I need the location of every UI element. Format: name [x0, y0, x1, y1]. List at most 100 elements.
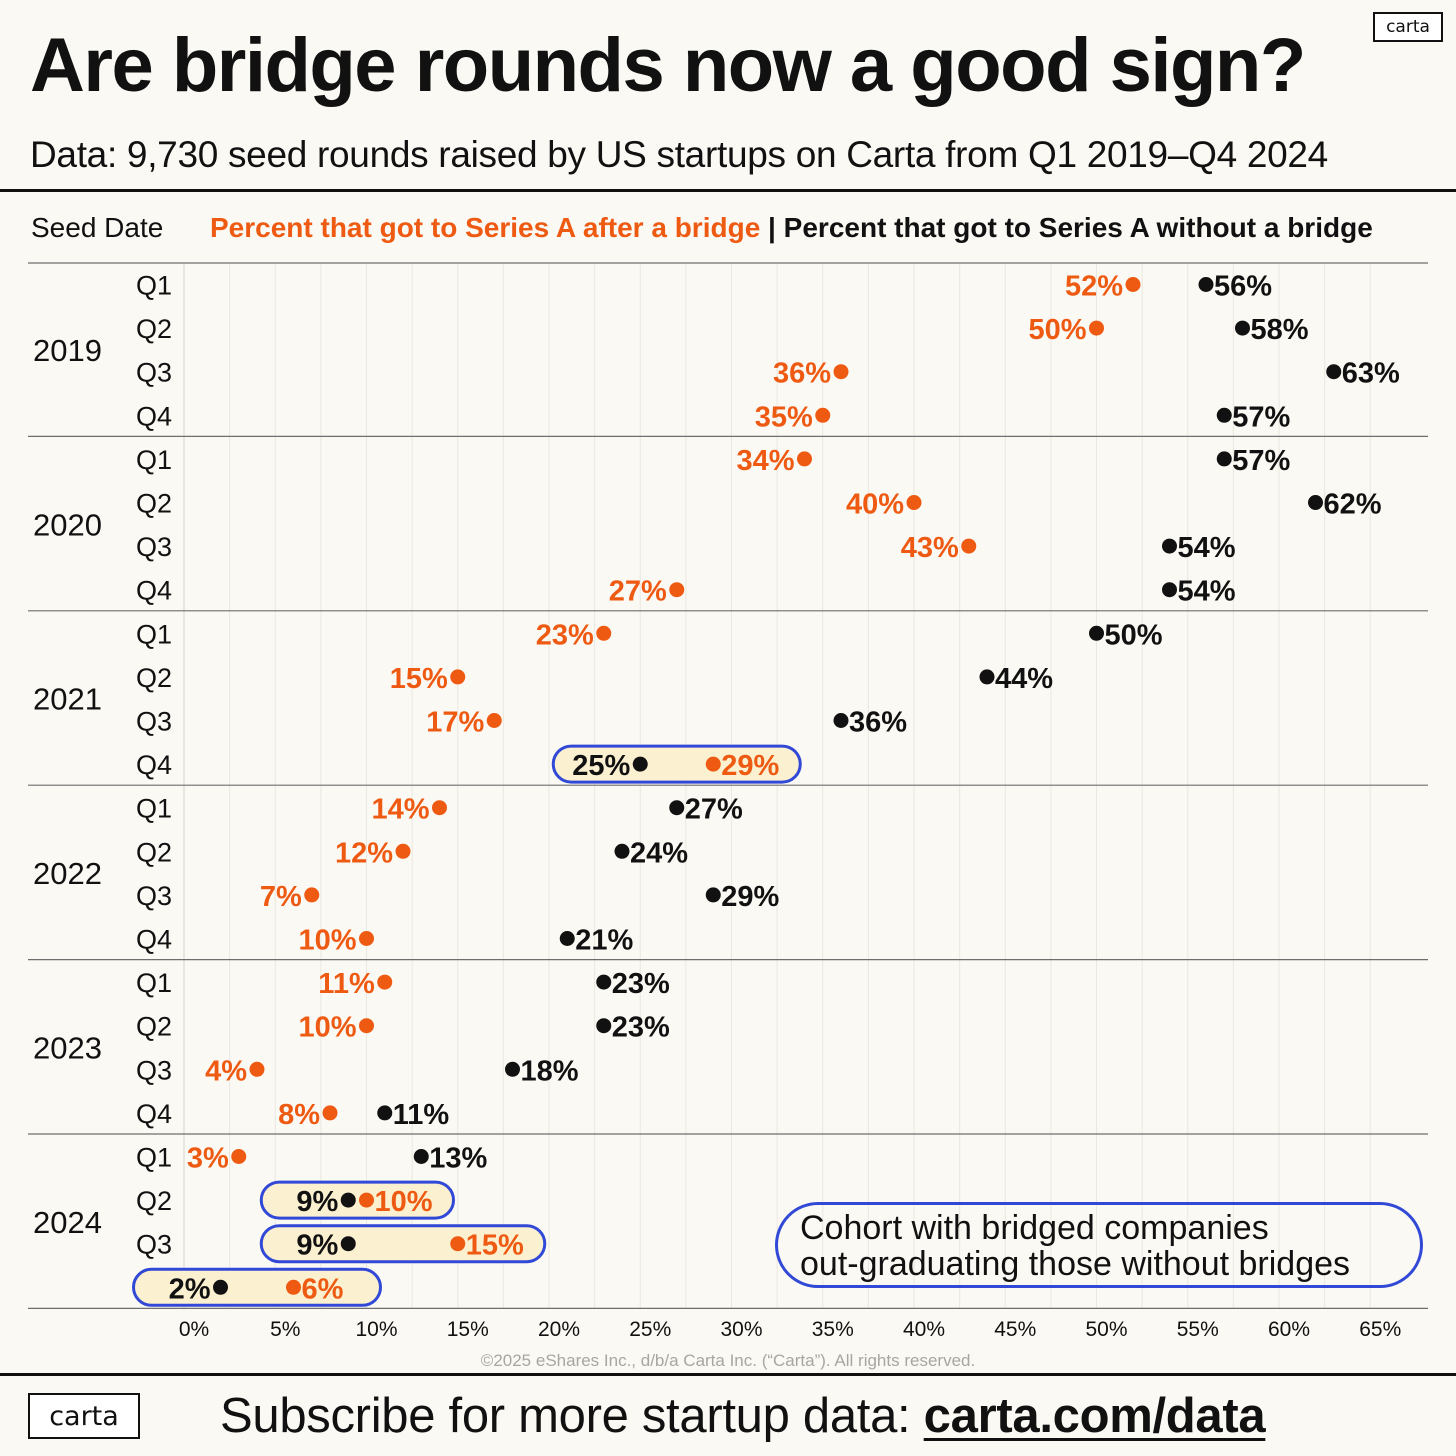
bridge-value-label: 12%	[335, 837, 393, 869]
bridge-point	[669, 582, 685, 598]
no-bridge-point	[1235, 320, 1250, 336]
bridge-point	[961, 538, 977, 554]
bridge-value-label: 27%	[609, 576, 667, 608]
x-tick-label: 5%	[270, 1318, 300, 1341]
bridge-value-label: 8%	[278, 1099, 320, 1131]
footer-divider	[0, 1373, 1456, 1376]
x-tick-label: 50%	[1085, 1318, 1127, 1341]
no-bridge-value-label: 54%	[1178, 532, 1236, 564]
bridge-point	[432, 800, 447, 816]
no-bridge-value-label: 58%	[1251, 314, 1309, 346]
no-bridge-value-label: 23%	[612, 968, 670, 1000]
no-bridge-value-label: 54%	[1178, 576, 1236, 608]
bridge-point	[833, 364, 849, 380]
no-bridge-value-label: 50%	[1105, 619, 1163, 651]
x-tick-label: 15%	[447, 1318, 489, 1341]
no-bridge-point	[1326, 364, 1342, 380]
no-bridge-point	[559, 931, 575, 946]
bridge-value-label: 50%	[1028, 314, 1086, 346]
quarter-label: Q4	[136, 576, 172, 606]
bridge-value-label: 14%	[371, 794, 429, 826]
bridge-value-label: 34%	[736, 445, 794, 477]
year-label: 2020	[33, 507, 102, 542]
no-bridge-point	[505, 1061, 520, 1077]
no-bridge-point	[1198, 277, 1214, 292]
quarter-label: Q3	[136, 358, 172, 388]
quarter-label: Q3	[136, 707, 172, 737]
no-bridge-value-label: 36%	[849, 707, 907, 739]
x-tick-label: 35%	[812, 1318, 854, 1341]
no-bridge-point	[596, 1018, 612, 1034]
no-bridge-value-label: 9%	[296, 1230, 338, 1262]
bridge-point	[450, 669, 466, 685]
no-bridge-point	[1162, 538, 1177, 554]
bridge-point	[596, 625, 612, 641]
quarter-label: Q2	[136, 314, 172, 344]
x-tick-label: 30%	[720, 1318, 762, 1341]
no-bridge-point	[340, 1192, 356, 1208]
bridge-point	[249, 1061, 265, 1077]
no-bridge-value-label: 9%	[296, 1186, 338, 1218]
quarter-label: Q1	[136, 968, 172, 998]
no-bridge-point	[833, 713, 849, 728]
quarter-label: Q3	[136, 532, 172, 562]
bridge-point	[450, 1236, 466, 1252]
quarter-label: Q1	[136, 794, 172, 824]
year-label: 2021	[33, 682, 102, 717]
quarter-label: Q3	[136, 1230, 172, 1260]
bridge-point	[815, 407, 831, 423]
x-tick-label: 45%	[994, 1318, 1036, 1341]
bridge-value-label: 15%	[466, 1230, 524, 1262]
bridge-point	[797, 451, 812, 467]
bridge-value-label: 6%	[302, 1273, 344, 1305]
no-bridge-point	[596, 974, 612, 990]
quarter-label: Q1	[136, 1143, 172, 1173]
no-bridge-value-label: 13%	[429, 1143, 487, 1175]
x-tick-label: 25%	[629, 1318, 671, 1341]
quarter-label: Q4	[136, 1099, 172, 1129]
quarter-label: Q2	[136, 663, 172, 693]
quarter-label: Q4	[136, 925, 172, 955]
no-bridge-point	[979, 669, 995, 685]
bridge-value-label: 10%	[375, 1186, 433, 1218]
subtitle: Data: 9,730 seed rounds raised by US sta…	[30, 134, 1328, 175]
bridge-value-label: 43%	[901, 532, 959, 564]
bridge-point	[304, 887, 320, 903]
quarter-label: Q4	[136, 401, 172, 431]
no-bridge-point	[340, 1236, 356, 1252]
no-bridge-value-label: 18%	[521, 1055, 579, 1087]
bridge-value-label: 3%	[187, 1143, 229, 1175]
x-tick-label: 55%	[1177, 1318, 1219, 1341]
header-divider	[0, 189, 1456, 192]
bridge-value-label: 10%	[298, 925, 356, 957]
no-bridge-value-label: 24%	[630, 837, 688, 869]
bridge-value-label: 35%	[755, 401, 813, 433]
no-bridge-value-label: 56%	[1214, 271, 1272, 303]
legend-bridge: Percent that got to Series A after a bri…	[210, 212, 761, 243]
bridge-point	[395, 843, 411, 859]
bridge-point	[322, 1105, 338, 1121]
no-bridge-point	[213, 1279, 228, 1295]
bridge-point	[359, 931, 374, 946]
logo-text: carta	[1386, 17, 1430, 37]
x-tick-label: 20%	[538, 1318, 580, 1341]
bridge-value-label: 11%	[318, 968, 375, 1000]
quarter-label: Q3	[136, 1055, 172, 1085]
quarter-label: Q4	[136, 750, 172, 780]
quarter-label: Q2	[136, 1012, 172, 1042]
bridge-value-label: 23%	[536, 619, 594, 651]
x-tick-label: 40%	[903, 1318, 945, 1341]
no-bridge-value-label: 57%	[1232, 401, 1290, 433]
bridge-point	[705, 756, 721, 772]
quarter-label: Q2	[136, 489, 172, 519]
seed-date-header: Seed Date	[31, 212, 164, 243]
no-bridge-point	[632, 756, 648, 772]
no-bridge-point	[1089, 625, 1104, 641]
footer-link[interactable]: carta.com/data	[923, 1389, 1266, 1443]
callout-line-1: Cohort with bridged companies	[800, 1209, 1269, 1247]
x-tick-label: 0%	[179, 1318, 209, 1341]
bridge-point	[359, 1018, 374, 1034]
no-bridge-point	[705, 887, 721, 903]
carta-logo-top: carta	[1373, 12, 1443, 42]
no-bridge-value-label: 63%	[1342, 358, 1400, 390]
